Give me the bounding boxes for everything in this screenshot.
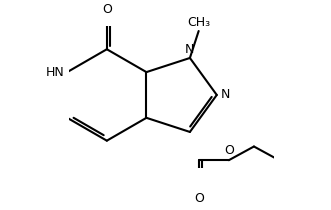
Text: HN: HN <box>46 66 65 79</box>
Text: N: N <box>221 88 230 101</box>
Text: O: O <box>194 192 204 205</box>
Text: O: O <box>102 3 112 16</box>
Text: O: O <box>224 144 234 156</box>
Text: N: N <box>185 43 195 56</box>
Text: CH₃: CH₃ <box>187 16 210 29</box>
